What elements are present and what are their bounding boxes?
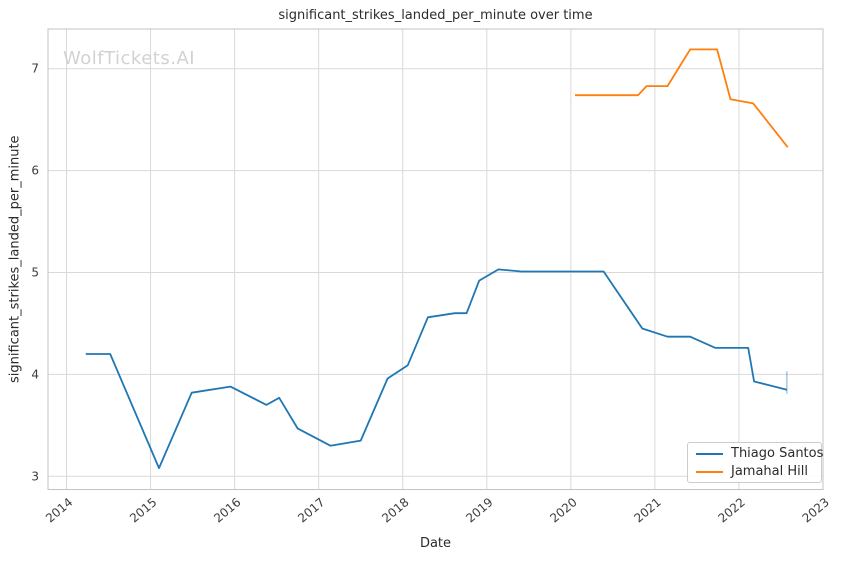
y-axis-label: significant_strikes_landed_per_minute: [7, 135, 23, 384]
y-tick-label: 6: [31, 164, 39, 178]
x-tick-label: 2015: [127, 495, 159, 525]
legend-label-thiago-santos: Thiago Santos: [731, 446, 824, 461]
x-tick-label: 2016: [211, 495, 243, 525]
x-tick-label: 2021: [631, 495, 663, 525]
x-tick-label: 2023: [800, 495, 832, 525]
x-tick-label: 2019: [463, 495, 495, 525]
plot-border: [47, 28, 824, 490]
x-tick-label: 2022: [715, 495, 747, 525]
chart-title: significant_strikes_landed_per_minute ov…: [278, 8, 593, 23]
legend: Thiago Santos Jamahal Hill: [687, 442, 823, 483]
y-tick-label: 7: [31, 62, 39, 76]
series-line-thiago-santos: [85, 268, 788, 470]
legend-item-thiago-santos: Thiago Santos: [696, 446, 823, 461]
x-tick-label: 2020: [547, 495, 579, 525]
legend-swatch-thiago-santos: [696, 452, 723, 455]
legend-label-jamahal-hill: Jamahal Hill: [731, 464, 808, 479]
series-line-jamahal-hill: [575, 48, 789, 148]
y-tick-label: 3: [31, 469, 39, 483]
x-tick-label: 2017: [295, 495, 327, 525]
legend-swatch-jamahal-hill: [696, 470, 723, 473]
x-tick-label: 2018: [379, 495, 411, 525]
legend-item-jamahal-hill: Jamahal Hill: [696, 464, 813, 479]
y-tick-label: 4: [31, 367, 39, 381]
x-tick-label: 2014: [43, 495, 75, 525]
x-axis-label: Date: [419, 536, 452, 551]
y-tick-label: 5: [31, 265, 39, 279]
